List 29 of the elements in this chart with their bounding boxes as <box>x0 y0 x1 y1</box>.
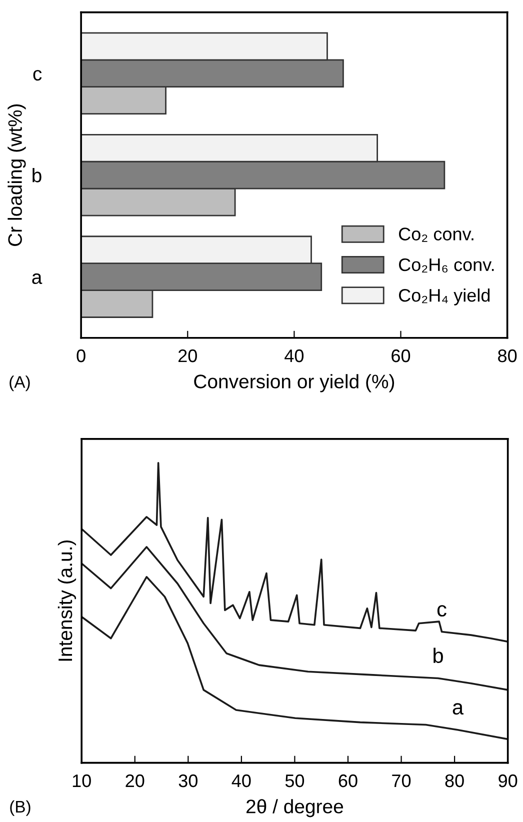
x-tick-label: 70 <box>392 774 411 788</box>
x-tick-label: 40 <box>232 774 251 788</box>
x-tick-label: 90 <box>498 774 518 788</box>
x-tick-label: 30 <box>178 774 198 788</box>
x-axis-title: 2θ / degree <box>246 799 344 818</box>
series-label: a <box>452 703 464 715</box>
text: (B) <box>10 800 30 816</box>
series-label: b <box>434 648 443 664</box>
series-label: c <box>437 605 446 617</box>
y-axis-title: Intensity (a.u.) <box>58 540 76 661</box>
x-tick-label: 80 <box>498 349 517 362</box>
legend-label: Co₂H₄ yield <box>398 288 490 306</box>
y-axis-title: Cr loading (wt%) <box>8 104 26 246</box>
y-tick-label: c <box>33 70 42 81</box>
x-tick-label: 20 <box>178 349 197 362</box>
y-tick-label: a <box>32 273 42 284</box>
x-tick-label: 0 <box>76 349 86 362</box>
x-tick-label: 80 <box>445 774 464 788</box>
legend-label: Co₂H₆ conv. <box>398 258 494 273</box>
x-axis-title: Conversion or yield (%) <box>194 374 394 392</box>
text: (A) <box>10 376 30 392</box>
legend-label: Co₂ conv. <box>398 228 474 242</box>
x-tick-label: 50 <box>285 774 304 788</box>
x-tick-label: 40 <box>284 349 304 362</box>
x-tick-label: 60 <box>338 774 358 788</box>
y-tick-label: b <box>32 168 42 182</box>
x-tick-label: 60 <box>392 349 410 362</box>
x-tick-label: 10 <box>72 774 91 788</box>
x-tick-label: 20 <box>126 774 144 788</box>
